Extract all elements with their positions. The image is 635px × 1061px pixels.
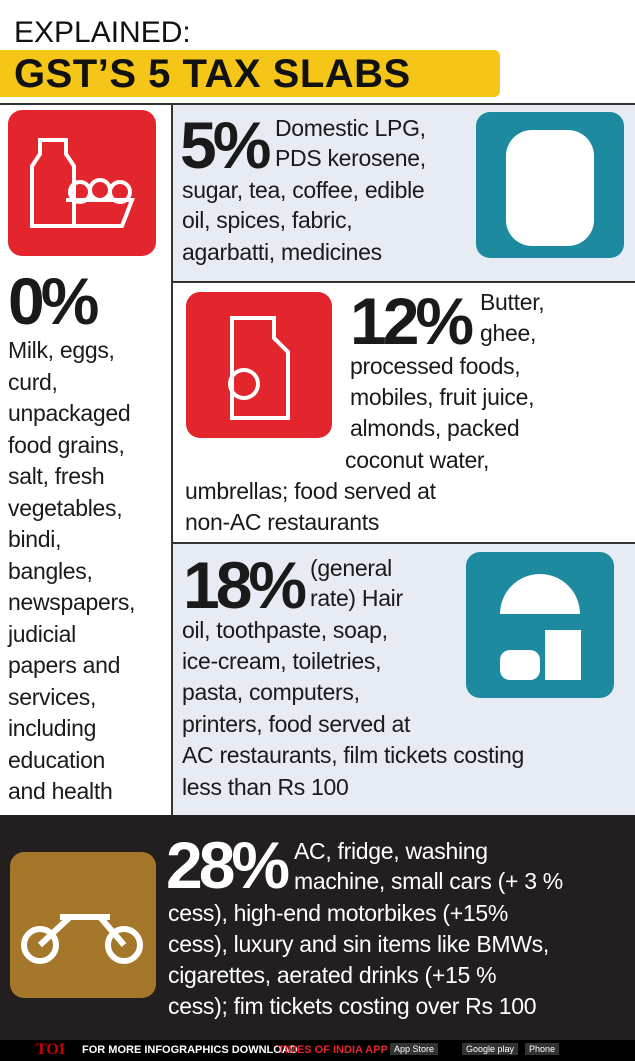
item-text: almonds, packed [350, 415, 520, 441]
item-text: coconut water, [345, 447, 490, 473]
lpg-glyph [506, 130, 594, 246]
kicker: EXPLAINED: [14, 16, 191, 49]
footer-logo: TOI [36, 1041, 66, 1058]
icon-bike [10, 852, 156, 998]
item-text: papers and [8, 652, 121, 678]
item-text: food grains, [8, 431, 125, 458]
item-text: printers, food served at [182, 711, 411, 737]
item-text: including [8, 715, 97, 741]
item-text: less than Rs 100 [182, 774, 349, 800]
item-text: and health [8, 778, 113, 804]
item-text: (general [310, 555, 392, 581]
store-badge: App Store [390, 1043, 439, 1055]
item-text: agarbatti, medicines [182, 239, 382, 265]
rate: 28% [166, 828, 290, 902]
food-glyph [500, 574, 581, 680]
rate: 12% [350, 284, 474, 358]
item-text: AC restaurants, film tickets costing [182, 742, 524, 768]
item-text: services, [8, 683, 97, 710]
title-bar [0, 50, 500, 97]
icon-juice [186, 292, 332, 438]
item-text: ice-cream, toiletries, [182, 648, 382, 674]
item-text: machine, small cars (+ 3 % [294, 868, 563, 894]
title: GST’S 5 TAX SLABS [14, 52, 411, 96]
item-text: pasta, computers, [182, 679, 360, 705]
item-text: cigarettes, aerated drinks (+15 % [168, 962, 497, 988]
item-text: curd, [8, 368, 58, 395]
item-text: ghee, [480, 320, 537, 346]
item-text: bindi, [8, 526, 62, 552]
item-text: non-AC restaurants [185, 509, 380, 535]
item-text: judicial [8, 620, 76, 647]
item-text: Domestic LPG, [275, 115, 426, 141]
item-text: Milk, eggs, [8, 337, 115, 363]
item-text: PDS kerosene, [275, 145, 426, 171]
item-text: cess); fim tickets costing over Rs 100 [168, 993, 537, 1019]
item-text: processed foods, [350, 353, 521, 379]
item-text: oil, toothpaste, soap, [182, 617, 388, 643]
item-text: sugar, tea, coffee, edible [182, 177, 425, 203]
item-text: education [8, 746, 106, 773]
item-text: bangles, [8, 557, 93, 584]
item-text: cess), luxury and sin items like BMWs, [168, 931, 549, 957]
item-text: umbrellas; food served at [185, 478, 436, 504]
rate: 5% [180, 108, 271, 182]
footer-brand: TIMES OF INDIA APP [278, 1044, 388, 1056]
icon-food [466, 552, 614, 698]
rate: 0% [8, 264, 99, 338]
store-badge: Phone [525, 1043, 560, 1055]
footer-text: FOR MORE INFOGRAPHICS DOWNLOAD [82, 1044, 298, 1056]
item-text: oil, spices, fabric, [182, 207, 353, 233]
store-badge: Google play [462, 1043, 519, 1055]
item-text: AC, fridge, washing [294, 838, 488, 864]
item-text: salt, fresh [8, 463, 105, 489]
item-text: mobiles, fruit juice, [350, 384, 535, 410]
grid-frame [0, 103, 635, 817]
item-text: cess), high-end motorbikes (+15% [168, 900, 509, 926]
milk-glyph [30, 138, 135, 228]
bike-glyph [21, 914, 143, 964]
item-text: Butter, [480, 289, 545, 315]
juice-glyph [228, 316, 290, 420]
rate: 18% [183, 548, 307, 622]
item-text: vegetables, [8, 494, 123, 521]
item-text: unpackaged [8, 400, 131, 426]
item-text: rate) Hair [310, 585, 403, 611]
item-text: newspapers, [8, 589, 136, 615]
